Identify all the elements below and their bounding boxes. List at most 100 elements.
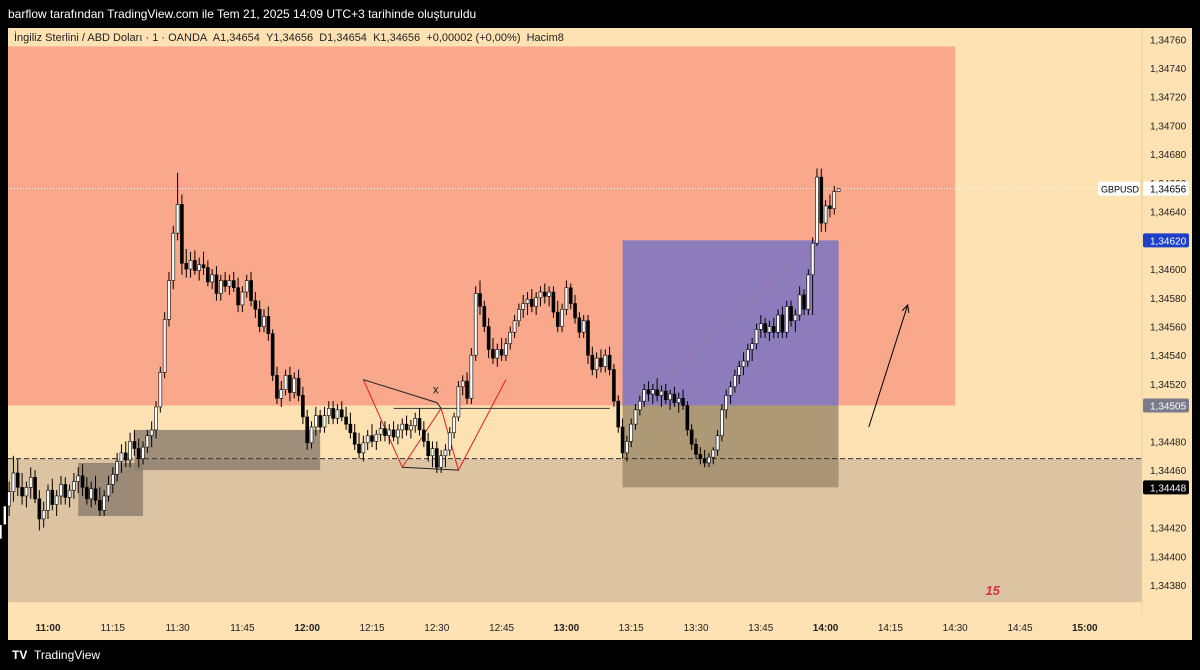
candle xyxy=(832,185,837,215)
candle-body xyxy=(711,449,716,458)
symbol-legend: İngiliz Sterlini / ABD Doları · 1 · OAND… xyxy=(14,32,564,44)
candle-body xyxy=(780,314,785,333)
x-tick-label: 14:00 xyxy=(813,623,839,634)
candle-body xyxy=(754,329,759,345)
candle-body xyxy=(236,287,240,306)
candle xyxy=(473,286,478,361)
candle-body xyxy=(789,306,793,322)
candle-body xyxy=(832,191,837,210)
time-axis-background xyxy=(8,614,1192,640)
candle-body xyxy=(642,389,646,402)
annotation-number: 15 xyxy=(985,583,1000,598)
candle-body xyxy=(331,408,335,419)
y-tick-label: 1,34720 xyxy=(1150,93,1187,104)
trend-arrow-head xyxy=(901,303,910,313)
candle xyxy=(188,251,193,278)
legend-symbol[interactable]: İngiliz Sterlini / ABD Doları xyxy=(14,32,143,44)
candle xyxy=(59,475,63,505)
candle-body xyxy=(383,428,387,436)
candle xyxy=(599,349,603,373)
candle-body xyxy=(473,293,478,356)
candle xyxy=(689,424,694,451)
symbol-label-text: GBPUSD xyxy=(1101,185,1140,195)
candle-body xyxy=(184,263,189,270)
candle xyxy=(275,366,279,405)
candle-body xyxy=(63,484,68,498)
candle-body xyxy=(720,409,724,436)
candle xyxy=(201,251,206,275)
legend-change: +0,00002 (+0,00%) xyxy=(426,32,521,44)
candle xyxy=(111,467,115,494)
candle-body xyxy=(171,232,176,281)
x-tick-label: 13:45 xyxy=(748,623,773,634)
candle xyxy=(672,386,677,407)
candle-body xyxy=(728,386,733,396)
candle xyxy=(715,429,720,456)
candle-body xyxy=(132,441,137,449)
candle xyxy=(465,372,469,405)
candle-body xyxy=(292,377,297,393)
candle-body xyxy=(111,474,115,485)
candle-body xyxy=(460,380,465,388)
y-tick-label: 1,34600 xyxy=(1150,265,1187,276)
pattern-lower-trend xyxy=(402,466,459,471)
candle xyxy=(720,404,724,442)
candle xyxy=(452,412,456,439)
x-tick-label: 13:00 xyxy=(554,623,580,634)
candle-body xyxy=(361,442,366,454)
candle-body xyxy=(668,393,672,401)
candle-body xyxy=(72,481,76,491)
candle xyxy=(41,501,46,528)
tradingview-logo-icon[interactable]: TV xyxy=(12,648,28,662)
candle-body xyxy=(521,303,526,310)
candle xyxy=(236,277,240,313)
tradingview-brand[interactable]: TradingView xyxy=(34,648,101,662)
candle-body xyxy=(357,443,361,454)
candle xyxy=(633,404,638,430)
candle-body xyxy=(76,475,81,482)
candle-body xyxy=(616,400,621,428)
candle-body xyxy=(283,375,288,390)
y-tick-label: 1,34700 xyxy=(1150,121,1187,132)
candle-body xyxy=(750,343,754,350)
y-tick-label: 1,34400 xyxy=(1150,552,1187,563)
candle-body xyxy=(784,306,789,333)
candle-body xyxy=(763,323,767,333)
candle-body xyxy=(430,448,435,457)
candle-body xyxy=(339,409,344,418)
candle xyxy=(322,406,327,433)
candle-body xyxy=(257,308,262,327)
candle xyxy=(396,424,400,445)
candle xyxy=(171,225,176,290)
candle-body xyxy=(456,386,461,418)
candle xyxy=(797,286,802,321)
candle xyxy=(184,248,189,278)
candle xyxy=(434,441,439,473)
candle-body xyxy=(551,291,556,313)
candle-body xyxy=(707,456,711,464)
x-tick-label: 11:45 xyxy=(230,623,255,634)
candle xyxy=(659,385,664,407)
legend-open: A1,34654 xyxy=(212,32,260,44)
candle-body xyxy=(409,425,413,431)
candle-body xyxy=(98,499,102,511)
candle xyxy=(750,337,754,361)
candle xyxy=(560,303,564,333)
candle xyxy=(456,381,461,422)
x-tick-label: 14:30 xyxy=(943,623,968,634)
candle-body xyxy=(443,449,448,457)
candle xyxy=(214,266,219,301)
candle-body xyxy=(275,375,279,399)
x-tick-label: 12:15 xyxy=(359,623,384,634)
candle-body xyxy=(612,369,616,402)
candle xyxy=(240,286,245,313)
candle xyxy=(486,317,491,359)
candle xyxy=(167,271,171,327)
candle-body xyxy=(828,205,832,210)
candle-body xyxy=(823,205,828,224)
candle xyxy=(115,452,119,482)
candle xyxy=(24,481,29,508)
candle xyxy=(193,250,197,275)
candle-body xyxy=(547,291,551,297)
